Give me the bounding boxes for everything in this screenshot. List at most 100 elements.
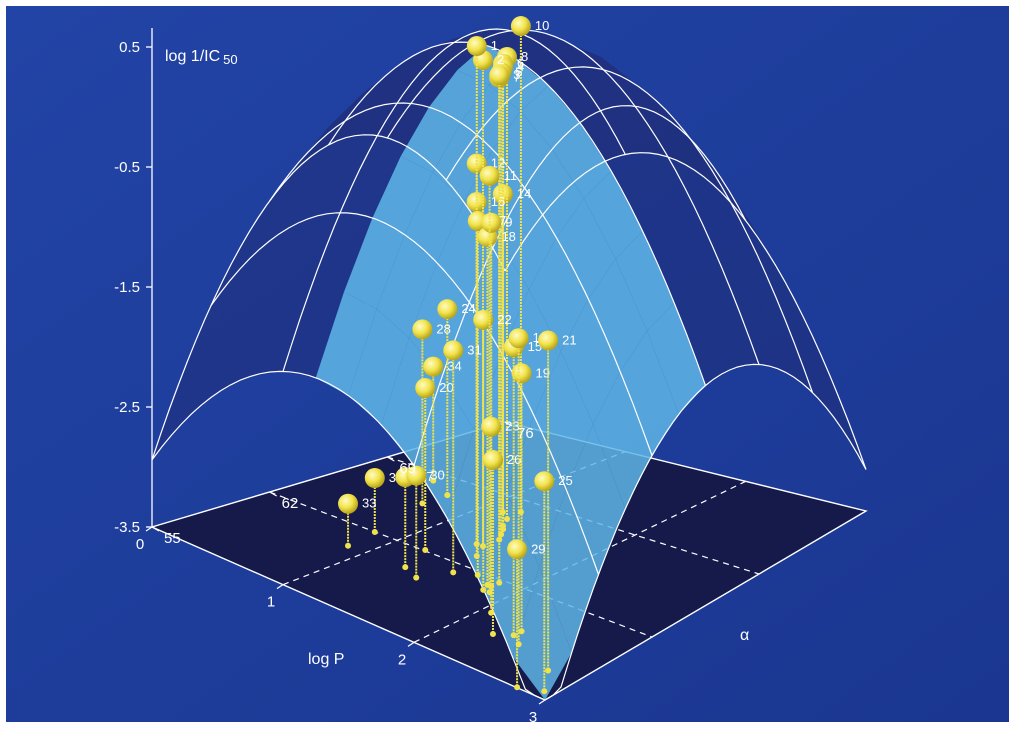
data-point [415,378,436,398]
surface-patch [620,330,679,456]
data-point [510,16,531,37]
y-tick-label: 76 [517,425,534,442]
surface-patch [662,116,721,186]
y-axis-title: α [740,627,749,644]
point-label: 18 [501,229,515,244]
data-point [338,493,359,514]
point-label: 4 [517,59,524,74]
point-base [480,586,487,593]
surface-patch [781,311,840,425]
x-tick-label: 2 [398,651,406,668]
surface-patch [520,85,580,150]
x-tick-mark [538,699,546,705]
surface-patch [409,262,470,378]
surface-patch [583,171,643,259]
point-base [444,492,451,499]
surface-patch [368,103,429,157]
point-label: 5 [515,64,522,79]
surface-patch [579,108,639,172]
surface-patch [638,153,698,216]
surface-patch [376,234,437,338]
x-tick-mark [407,641,415,647]
point-base [430,477,437,484]
surface-patch [693,163,752,243]
surface-patch [283,285,345,378]
data-point [538,330,559,351]
surface-patch [611,156,670,232]
surface-patch [243,176,305,266]
surface-patch [545,45,605,72]
point-base [489,631,496,637]
point-label: 28 [436,321,450,336]
surface-patch [604,70,663,117]
point-base [450,569,457,576]
y-tick-mark [269,491,277,497]
point-base [496,536,503,543]
surface-patch [181,265,244,377]
surface-patch [517,46,577,86]
surface-patch [701,282,759,369]
surface-patch [607,106,667,157]
surface-patch [635,106,694,164]
data-point [437,299,458,320]
point-base [518,628,525,635]
surface-patch [512,566,572,700]
data-point [406,465,427,486]
surface-patch [397,66,458,108]
y-tick-label: 62 [282,495,299,512]
x-tick-mark [145,526,153,532]
surface-patch [485,32,546,60]
data-point [508,328,529,349]
surface-patch [152,336,214,460]
surface-patch [593,371,652,509]
surface-patch [642,215,702,303]
surface-patch [566,424,626,575]
surface-patch [778,276,836,391]
surface-patch [246,218,308,309]
surface-patch [588,258,648,372]
surface-grid-line [328,41,707,386]
surface-patch [647,302,706,415]
point-base [371,529,378,535]
x-axis-title: log P [308,651,344,668]
point-label: 9 [505,215,512,230]
surface-patch [340,151,401,218]
data-point [412,319,433,340]
floor-grid-line [269,491,653,638]
z-axis: 0.5 -0.5 -1.5 -2.5 -3.5 log 1/IC 50 [114,28,238,536]
point-base [541,688,548,695]
surface-patch [632,81,691,139]
surface-grid-line [269,102,653,456]
point-label: 10 [535,18,549,33]
point-label: 31 [467,342,481,357]
surface-patch [576,70,636,109]
surface-patch [307,151,369,219]
point-label: 3 [513,67,520,82]
point-label: 14 [517,186,531,201]
point-label: 2 [497,52,504,67]
surface-patch [275,158,337,237]
point-label: 20 [439,380,453,395]
x-tick-label: 3 [529,709,537,726]
surface-patch [372,156,433,235]
point-base [422,547,429,553]
point-label: 8 [521,49,528,64]
point-label: 25 [558,473,572,488]
point-base [474,572,481,579]
point-base [345,542,352,549]
point-label: 1 [491,38,498,53]
surface-grid-line [151,370,546,701]
surface-patch [666,153,725,222]
point-label: 33 [362,496,376,511]
surface-patch [336,103,398,159]
data-point [466,191,487,212]
z-tick-label: -3.5 [114,519,140,536]
y-tick-label: 69 [399,460,416,477]
surface-patch [615,231,675,331]
x-tick-mark [276,584,284,590]
point-label: 34 [447,359,461,374]
surface-patch [404,172,465,263]
surface-patch [217,291,279,393]
data-point [481,416,502,437]
